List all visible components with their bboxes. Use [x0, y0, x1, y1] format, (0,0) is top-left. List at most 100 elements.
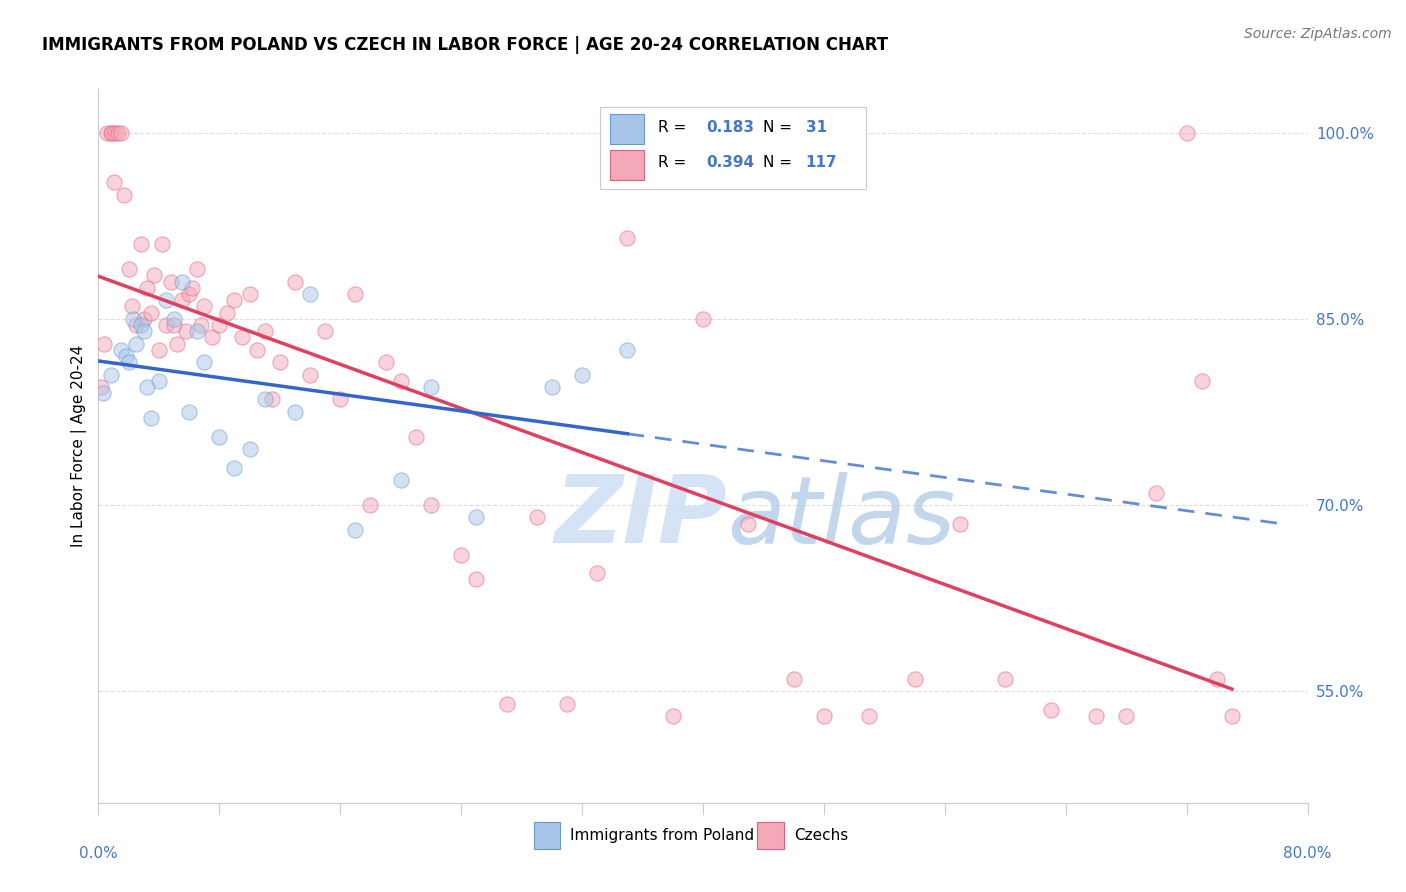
Point — [314, 324, 336, 338]
Text: Czechs: Czechs — [793, 828, 848, 843]
Text: N =: N = — [763, 155, 797, 170]
Point — [540, 380, 562, 394]
Point — [201, 330, 224, 344]
Point — [904, 672, 927, 686]
Point — [129, 318, 152, 332]
Point — [571, 368, 593, 382]
Point — [586, 566, 609, 581]
Point — [1115, 709, 1137, 723]
Point — [101, 126, 124, 140]
Point — [132, 324, 155, 338]
Point — [170, 293, 193, 308]
Point — [208, 430, 231, 444]
Point — [125, 336, 148, 351]
Text: 0.183: 0.183 — [707, 120, 755, 135]
Point — [155, 293, 177, 308]
Point — [737, 516, 759, 531]
Point — [93, 336, 115, 351]
Point — [253, 392, 276, 407]
Point — [160, 275, 183, 289]
Point — [163, 311, 186, 326]
Point — [179, 405, 201, 419]
Point — [155, 318, 177, 332]
Point — [193, 299, 215, 313]
Point — [465, 510, 488, 524]
Bar — [758, 822, 785, 849]
Point — [107, 126, 129, 140]
Point — [284, 275, 307, 289]
Point — [269, 355, 291, 369]
Point — [141, 411, 163, 425]
Point — [858, 709, 880, 723]
Point — [994, 672, 1017, 686]
Point — [389, 473, 412, 487]
Point — [118, 355, 141, 369]
Point — [224, 460, 246, 475]
Text: 117: 117 — [806, 155, 838, 170]
Point — [163, 318, 186, 332]
Point — [1220, 709, 1243, 723]
Point — [374, 355, 396, 369]
Point — [299, 368, 322, 382]
Point — [782, 672, 804, 686]
Point — [100, 126, 122, 140]
Point — [616, 343, 638, 357]
Point — [299, 287, 322, 301]
Point — [360, 498, 382, 512]
Text: IMMIGRANTS FROM POLAND VS CZECH IN LABOR FORCE | AGE 20-24 CORRELATION CHART: IMMIGRANTS FROM POLAND VS CZECH IN LABOR… — [42, 36, 889, 54]
Text: Immigrants from Poland: Immigrants from Poland — [569, 828, 754, 843]
Point — [262, 392, 284, 407]
Point — [450, 548, 472, 562]
Point — [616, 231, 638, 245]
Text: 31: 31 — [806, 120, 827, 135]
Point — [239, 287, 262, 301]
Point — [239, 442, 262, 456]
Text: R =: R = — [658, 120, 692, 135]
Point — [1039, 703, 1062, 717]
Point — [692, 311, 714, 326]
Point — [495, 697, 517, 711]
Point — [186, 324, 208, 338]
Point — [103, 175, 125, 189]
Point — [148, 374, 170, 388]
Point — [96, 126, 118, 140]
Point — [813, 709, 835, 723]
Point — [526, 510, 548, 524]
Point — [1085, 709, 1108, 723]
Point — [1206, 672, 1229, 686]
Point — [148, 343, 170, 357]
Point — [114, 349, 136, 363]
Point — [141, 305, 163, 319]
Point — [246, 343, 269, 357]
Point — [100, 368, 122, 382]
Point — [1144, 485, 1167, 500]
Point — [170, 275, 193, 289]
Point — [112, 187, 135, 202]
Point — [389, 374, 412, 388]
Bar — [610, 114, 644, 145]
Point — [193, 355, 215, 369]
Point — [121, 299, 143, 313]
Point — [181, 281, 204, 295]
Point — [949, 516, 972, 531]
Point — [179, 287, 201, 301]
Point — [186, 262, 208, 277]
Point — [284, 405, 307, 419]
Text: 0.394: 0.394 — [707, 155, 755, 170]
Point — [231, 330, 253, 344]
Point — [122, 311, 145, 326]
Point — [174, 324, 197, 338]
FancyBboxPatch shape — [600, 107, 866, 189]
Text: atlas: atlas — [727, 472, 956, 563]
Text: ZIP: ZIP — [554, 471, 727, 564]
Point — [110, 126, 132, 140]
Y-axis label: In Labor Force | Age 20-24: In Labor Force | Age 20-24 — [72, 345, 87, 547]
Point — [110, 343, 132, 357]
Text: Source: ZipAtlas.com: Source: ZipAtlas.com — [1244, 27, 1392, 41]
Text: 0.0%: 0.0% — [79, 847, 118, 862]
Point — [190, 318, 212, 332]
Point — [661, 709, 683, 723]
Point — [215, 305, 238, 319]
Point — [253, 324, 276, 338]
Text: 80.0%: 80.0% — [1284, 847, 1331, 862]
